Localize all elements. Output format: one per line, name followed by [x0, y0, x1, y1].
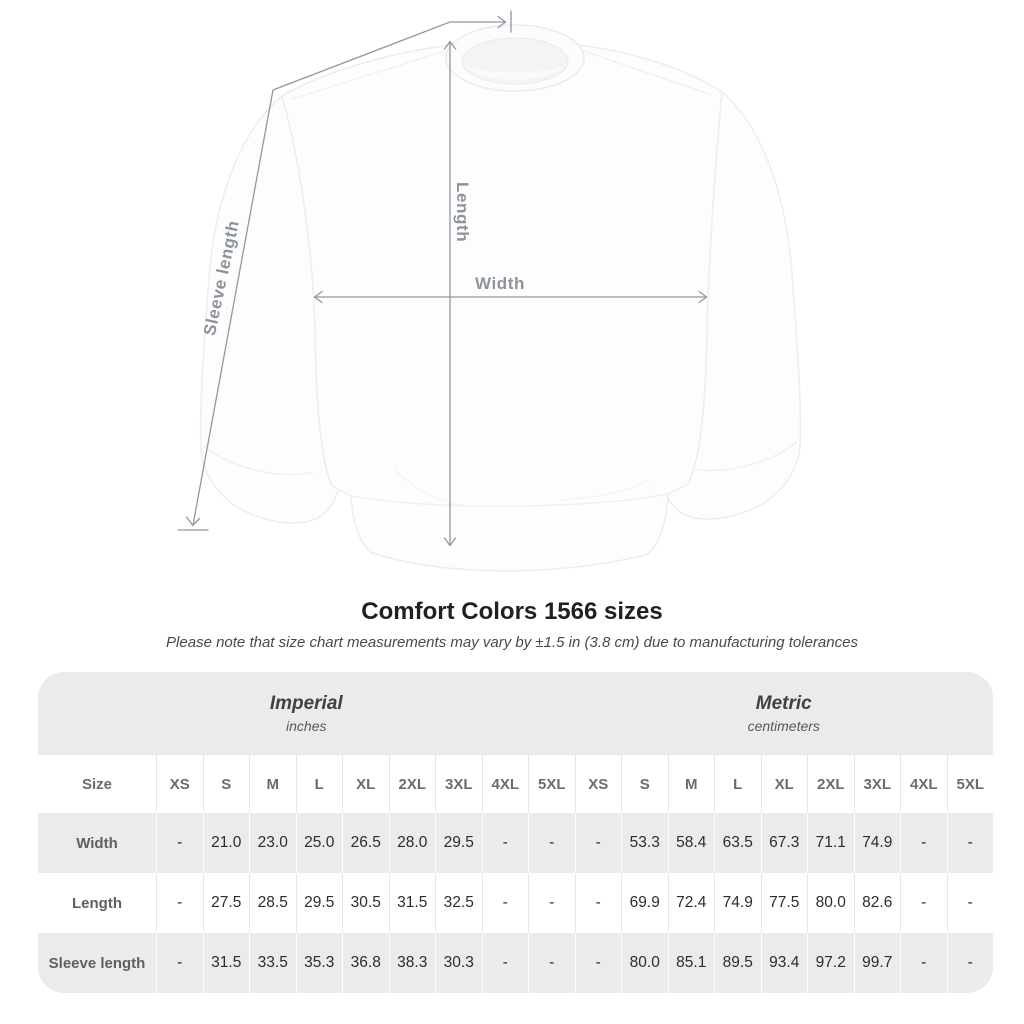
imperial-value-cell: 29.5: [435, 813, 482, 873]
metric-value-cell: -: [946, 813, 994, 873]
imperial-label: Imperial: [269, 693, 343, 714]
imperial-value-cell: -: [481, 813, 529, 873]
imperial-value-cell: 28.5: [249, 873, 296, 933]
imperial-size-header: 5XL: [528, 755, 575, 813]
imperial-value-cell: 38.3: [388, 933, 436, 993]
imperial-value-cell: -: [481, 933, 529, 993]
metric-value-cell: 74.9: [714, 873, 761, 933]
metric-size-header: 4XL: [900, 755, 947, 813]
imperial-value-cell: 26.5: [342, 813, 389, 873]
metric-value-cell: 63.5: [714, 813, 761, 873]
imperial-size-header: 3XL: [435, 755, 482, 813]
metric-unit-label: centimeters: [747, 718, 820, 734]
imperial-value-cell: -: [528, 873, 575, 933]
size-table: Imperial inches Metric centimeters Size X…: [38, 672, 993, 993]
imperial-size-header: 4XL: [481, 755, 529, 813]
imperial-size-header: 2XL: [388, 755, 436, 813]
measurement-row-label: Sleeve length: [48, 954, 146, 972]
imperial-value-cell: 28.0: [388, 813, 436, 873]
metric-label: Metric: [755, 693, 812, 714]
imperial-size-header: S: [202, 755, 250, 813]
metric-value-cell: -: [900, 933, 947, 993]
metric-value-cell: -: [574, 873, 622, 933]
metric-size-header: 5XL: [946, 755, 994, 813]
metric-value-cell: 85.1: [667, 933, 715, 993]
imperial-value-cell: -: [528, 933, 575, 993]
imperial-size-header: XL: [342, 755, 389, 813]
metric-value-cell: 82.6: [853, 873, 901, 933]
sleeve-length-arrow: [177, 10, 512, 531]
metric-value-cell: 89.5: [714, 933, 761, 993]
collar: [445, 24, 585, 92]
metric-size-header: 3XL: [853, 755, 901, 813]
imperial-value-cell: 35.3: [295, 933, 343, 993]
imperial-value-cell: -: [156, 933, 203, 993]
metric-value-cell: -: [900, 813, 947, 873]
metric-value-cell: 67.3: [760, 813, 808, 873]
imperial-value-cell: 31.5: [388, 873, 436, 933]
metric-value-cell: 53.3: [621, 813, 668, 873]
sweatshirt-illustration: [177, 10, 802, 572]
imperial-value-cell: 21.0: [202, 813, 250, 873]
metric-value-cell: 72.4: [667, 873, 715, 933]
metric-value-cell: -: [900, 873, 947, 933]
imperial-value-cell: 29.5: [295, 873, 343, 933]
imperial-unit-label: inches: [286, 718, 327, 734]
metric-value-cell: -: [946, 873, 994, 933]
width-arrow: [313, 290, 708, 304]
length-dimension-label: Length: [453, 182, 472, 243]
metric-size-header: 2XL: [807, 755, 854, 813]
metric-size-header: S: [621, 755, 668, 813]
width-dimension-label: Width: [474, 274, 526, 293]
imperial-value-cell: -: [528, 813, 575, 873]
imperial-value-cell: 32.5: [435, 873, 482, 933]
metric-value-cell: 77.5: [760, 873, 808, 933]
measurement-row-label: Width: [76, 834, 118, 852]
imperial-size-header: L: [295, 755, 343, 813]
metric-group-header: Metric centimeters: [575, 672, 994, 755]
metric-size-header: M: [667, 755, 715, 813]
metric-value-cell: -: [946, 933, 994, 993]
metric-value-cell: 99.7: [853, 933, 901, 993]
metric-size-header: L: [714, 755, 761, 813]
sweatshirt-body: [199, 30, 802, 572]
imperial-value-cell: 36.8: [342, 933, 389, 993]
imperial-group-header: Imperial inches: [38, 672, 575, 755]
metric-size-header: XL: [760, 755, 808, 813]
metric-value-cell: 93.4: [760, 933, 808, 993]
imperial-value-cell: -: [156, 873, 203, 933]
metric-value-cell: 58.4: [667, 813, 715, 873]
tolerance-note: Please note that size chart measurements…: [166, 634, 858, 651]
length-arrow: [443, 40, 457, 547]
metric-size-header: XS: [574, 755, 622, 813]
imperial-value-cell: 27.5: [202, 873, 250, 933]
metric-value-cell: -: [574, 813, 622, 873]
unit-group-row: Imperial inches Metric centimeters: [38, 672, 993, 755]
size-column-header: Size: [81, 775, 112, 793]
metric-value-cell: -: [574, 933, 622, 993]
size-header-row: Size XS S M L XL 2XL 3XL 4XL 5XL XS S M L XL 2XL 3XL 4XL 5…: [38, 755, 993, 813]
metric-value-cell: 69.9: [621, 873, 668, 933]
imperial-size-header: XS: [156, 755, 203, 813]
metric-value-cell: 97.2: [807, 933, 854, 993]
page-title: Comfort Colors 1566 sizes: [361, 598, 663, 625]
measurement-row-label: Length: [72, 894, 122, 912]
imperial-value-cell: 23.0: [249, 813, 296, 873]
table-row: Length -27.5 28.5 29.5 30.5 31.5 32.5- - -69.9 72…: [38, 873, 993, 933]
metric-value-cell: 71.1: [807, 813, 854, 873]
imperial-value-cell: -: [481, 873, 529, 933]
imperial-value-cell: 30.5: [342, 873, 389, 933]
metric-value-cell: 80.0: [807, 873, 854, 933]
metric-value-cell: 80.0: [621, 933, 668, 993]
imperial-value-cell: 25.0: [295, 813, 343, 873]
imperial-value-cell: 33.5: [249, 933, 296, 993]
table-row: Width -21.0 23.0 25.0 26.5 28.0 29.5- - -53.3 58.…: [38, 813, 993, 873]
imperial-size-header: M: [249, 755, 296, 813]
metric-value-cell: 74.9: [853, 813, 901, 873]
table-row: Sleeve length -31.5 33.5 35.3 36.8 38.3 30.3- -…: [38, 933, 993, 993]
imperial-value-cell: 30.3: [435, 933, 482, 993]
imperial-value-cell: -: [156, 813, 203, 873]
imperial-value-cell: 31.5: [202, 933, 250, 993]
